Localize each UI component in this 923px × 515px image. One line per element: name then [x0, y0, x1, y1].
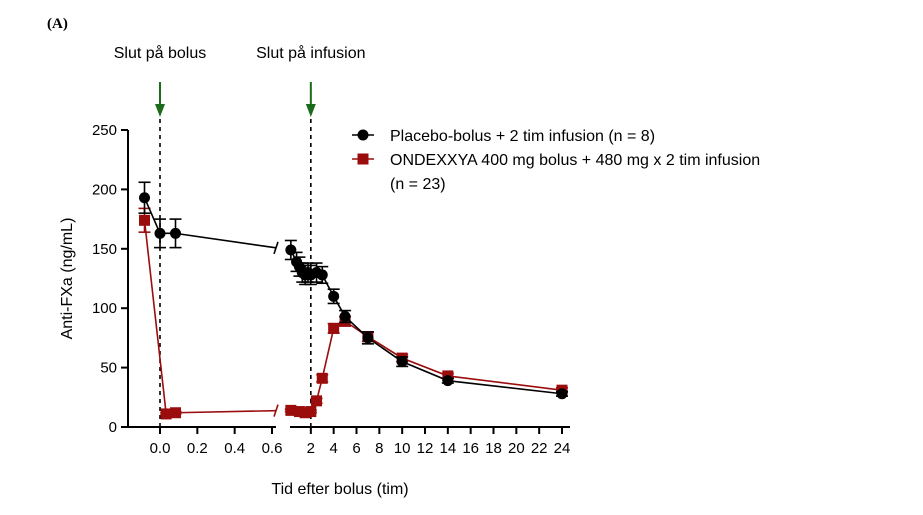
panel-label: (A) — [47, 16, 68, 32]
x-tick-label: 22 — [531, 440, 548, 457]
plot-area: 0 50 100 150 200 250 Anti-FXa (ng/mL) 0.0 0.2 0.4… — [59, 44, 760, 498]
y-tick-label: 250 — [92, 122, 117, 139]
y-tick-label: 50 — [100, 360, 117, 377]
y-tick-label: 0 — [109, 419, 117, 436]
placebo-data-point — [556, 388, 568, 400]
x-tick-label: 2 — [307, 440, 315, 457]
down-arrow-head-icon — [155, 104, 165, 117]
placebo-data-point — [285, 244, 297, 256]
ondexxya-break-line — [175, 409, 277, 414]
x-tick-label: 10 — [394, 440, 411, 457]
down-arrow-head-icon — [305, 104, 316, 117]
placebo-data-point — [442, 375, 454, 387]
y-tick-label: 200 — [92, 181, 117, 198]
ondexxya-data-point — [285, 404, 297, 416]
legend-marker — [357, 129, 369, 141]
y-tick-label: 150 — [92, 241, 117, 258]
placebo-series-line — [290, 249, 563, 395]
x-tick-label: 24 — [554, 440, 571, 457]
x-tick-label: 4 — [329, 440, 337, 457]
ondexxya-series-line — [290, 320, 563, 414]
ondexxya-data-point — [305, 406, 317, 418]
placebo-data-point — [328, 290, 340, 302]
legend-marker — [357, 153, 369, 165]
legend-entry-ondexxya: ONDEXXYA 400 mg bolus + 480 mg x 2 tim i… — [390, 152, 760, 169]
placebo-data-point — [154, 227, 166, 239]
placebo-data-point — [396, 356, 408, 368]
x-tick-label: 14 — [439, 440, 456, 457]
ondexxya-data-point — [316, 372, 328, 384]
placebo-break-line — [175, 232, 277, 249]
x-tick-label: 8 — [375, 440, 383, 457]
legend-entry-ondexxya-cont: (n = 23) — [390, 176, 446, 193]
x-tick-label: 20 — [508, 440, 525, 457]
ondexxya-data-point — [139, 214, 151, 226]
x-tick-label: 0.6 — [262, 440, 283, 457]
ondexxya-break-mark — [273, 404, 279, 417]
placebo-data-point — [139, 192, 151, 204]
x-tick-label: 0.4 — [224, 440, 245, 457]
x-tick-label: 12 — [417, 440, 434, 457]
placebo-data-point — [339, 311, 351, 323]
placebo-data-point — [362, 332, 374, 344]
x-axis-label: Tid efter bolus (tim) — [271, 481, 408, 498]
ondexxya-data-point — [328, 322, 340, 334]
placebo-break-mark — [273, 241, 279, 255]
placebo-data-point — [316, 269, 328, 281]
annotation-label: Slut på bolus — [114, 44, 207, 62]
placebo-data-point — [169, 227, 181, 239]
x-tick-label: 0.2 — [187, 440, 208, 457]
ondexxya-data-point — [169, 407, 181, 419]
x-tick-label: 0.0 — [150, 440, 171, 457]
annotation-label: Slut på infusion — [256, 44, 365, 62]
legend-entry-placebo: Placebo-bolus + 2 tim infusion (n = 8) — [390, 128, 655, 145]
y-tick-label: 100 — [92, 300, 117, 317]
y-axis-label: Anti-FXa (ng/mL) — [59, 218, 76, 340]
ondexxya-data-point — [311, 395, 323, 407]
x-tick-label: 18 — [485, 440, 502, 457]
ondexxya-data-point — [160, 408, 172, 420]
x-tick-label: 6 — [352, 440, 360, 457]
x-tick-label: 16 — [462, 440, 479, 457]
